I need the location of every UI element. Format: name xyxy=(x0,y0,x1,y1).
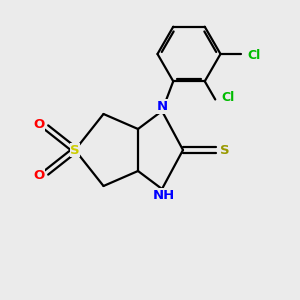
Text: N: N xyxy=(156,100,168,113)
Text: S: S xyxy=(220,143,230,157)
Text: NH: NH xyxy=(152,189,175,202)
Text: Cl: Cl xyxy=(248,49,261,62)
Text: O: O xyxy=(33,169,45,182)
Text: Cl: Cl xyxy=(221,92,235,104)
Text: O: O xyxy=(33,118,45,131)
Text: S: S xyxy=(70,143,80,157)
